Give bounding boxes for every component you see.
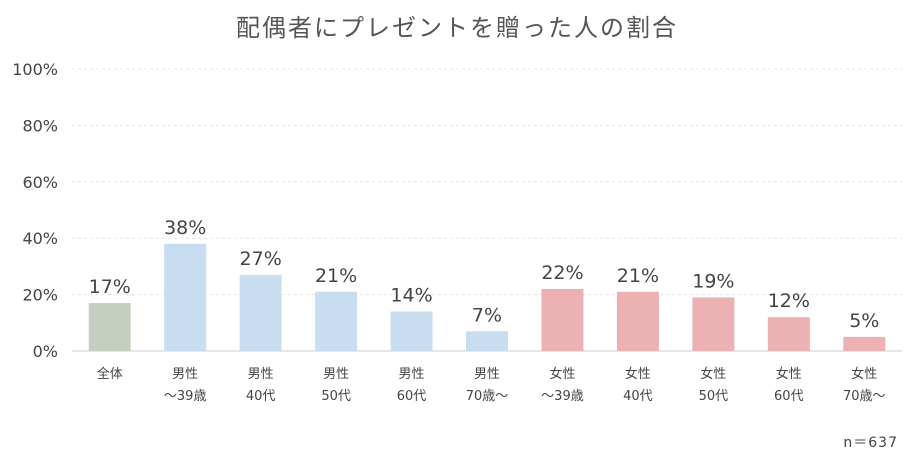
- data-label: 17%: [89, 276, 131, 298]
- data-label: 19%: [692, 270, 734, 292]
- data-label: 12%: [768, 290, 810, 312]
- bar: [164, 243, 207, 351]
- bar: [390, 311, 433, 351]
- x-tick-label: 女性: [700, 366, 726, 382]
- x-tick-label: 男性: [323, 367, 349, 382]
- data-label: 7%: [472, 304, 502, 326]
- data-label: 21%: [617, 265, 659, 287]
- x-tick-label: 女性: [625, 366, 651, 382]
- data-label: 21%: [315, 265, 357, 287]
- y-tick-label: 100%: [12, 60, 58, 79]
- x-tick-label: 40代: [246, 389, 276, 404]
- bar: [315, 291, 358, 351]
- x-tick-label: 男性: [399, 367, 425, 382]
- x-tick-label: 50代: [699, 389, 729, 404]
- bar: [616, 291, 659, 351]
- x-tick-label: 女性: [851, 366, 877, 382]
- data-label: 14%: [390, 285, 432, 307]
- bar: [541, 288, 584, 351]
- bar: [239, 274, 282, 351]
- x-tick-label: 50代: [321, 389, 351, 404]
- bar: [692, 297, 735, 351]
- x-tick-label: ～39歳: [541, 389, 584, 404]
- sample-size-note: n＝637: [843, 435, 898, 451]
- x-tick-label: 女性: [549, 366, 575, 382]
- bar: [88, 303, 131, 351]
- x-tick-label: 70歳～: [466, 389, 509, 404]
- x-tick-label: 男性: [172, 367, 198, 382]
- x-tick-label: 男性: [248, 367, 274, 382]
- y-tick-label: 0%: [33, 342, 58, 361]
- bar: [843, 336, 886, 351]
- x-tick-label: 男性: [474, 367, 500, 382]
- y-tick-label: 40%: [22, 229, 58, 248]
- x-tick-label: 40代: [623, 389, 653, 404]
- data-label: 22%: [541, 262, 583, 284]
- y-tick-label: 20%: [22, 286, 58, 305]
- x-tick-label: 70歳～: [843, 389, 886, 404]
- x-tick-label: 60代: [397, 389, 427, 404]
- x-tick-label: 女性: [776, 366, 802, 382]
- chart-title: 配偶者にプレゼントを贈った人の割合: [236, 14, 678, 42]
- bar: [466, 331, 508, 351]
- data-label: 27%: [240, 248, 282, 270]
- x-tick-label: 60代: [774, 389, 804, 404]
- bar: [767, 317, 810, 351]
- x-tick-label: ～39歳: [164, 389, 207, 404]
- y-tick-label: 60%: [22, 173, 58, 192]
- data-label: 38%: [164, 217, 206, 239]
- x-tick-label: 全体: [97, 366, 123, 382]
- data-label: 5%: [849, 310, 879, 332]
- y-tick-label: 80%: [22, 116, 58, 135]
